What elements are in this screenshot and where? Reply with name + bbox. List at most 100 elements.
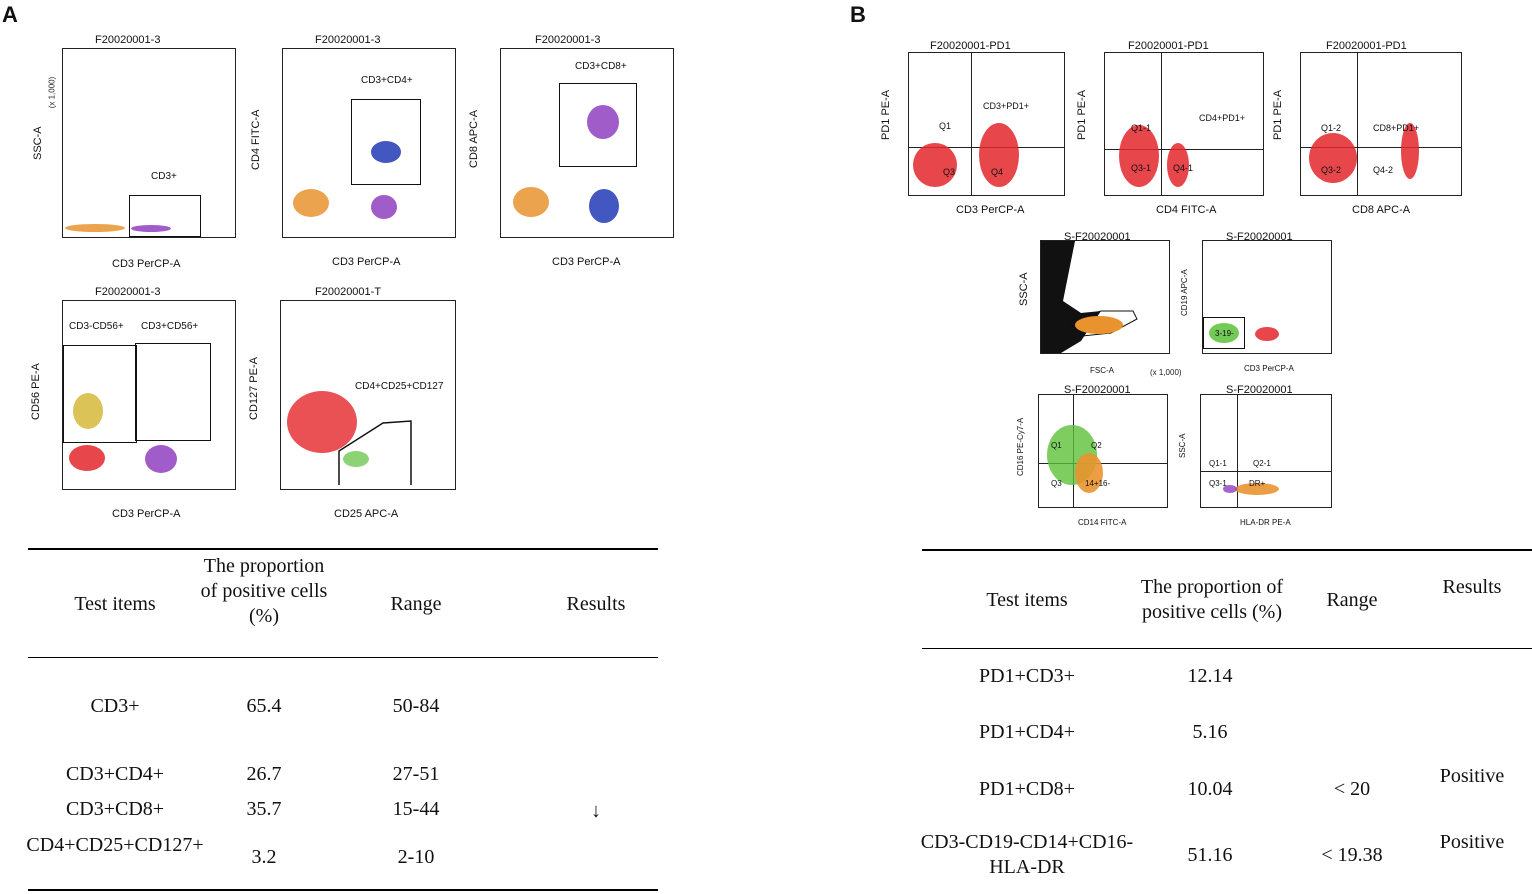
quadrant-label: CD8+PD1+ xyxy=(1373,123,1420,133)
cell-item: CD3+CD4+ xyxy=(65,763,165,785)
y-axis-label: SSC-A xyxy=(1018,272,1030,306)
plot-title: F20020001-PD1 xyxy=(930,40,1011,52)
gate-cd4cd25cd127 xyxy=(338,420,412,485)
plot-frame: Q1 CD3+PD1+ Q3 Q4 xyxy=(908,52,1065,196)
table-rule xyxy=(922,549,1532,551)
scatter-population xyxy=(65,224,125,232)
plot-frame: 3-19- xyxy=(1202,240,1332,354)
plot-title: F20020001-PD1 xyxy=(1326,40,1407,52)
scatter-population xyxy=(69,445,105,471)
quadrant-label: 14+16- xyxy=(1085,479,1111,488)
plot-frame: Q1-2 CD8+PD1+ Q3-2 Q4-2 xyxy=(1300,52,1462,196)
quadrant-label: Q3-1 xyxy=(1209,479,1227,488)
scatter-population xyxy=(73,393,103,429)
x-axis-label: CD3 PerCP-A xyxy=(956,204,1025,216)
plot-frame: CD3+CD8+ xyxy=(500,48,674,238)
cell-result: ↓ xyxy=(591,800,601,822)
quadrant-line xyxy=(1301,147,1461,148)
cell-proportion: 65.4 xyxy=(246,695,282,717)
table-header-range: Range xyxy=(390,593,442,615)
x-axis-label: CD3 PerCP-A xyxy=(1244,364,1294,373)
table-header-results: Results xyxy=(566,593,626,615)
x-axis-label: CD8 APC-A xyxy=(1352,204,1411,216)
gate-polygon xyxy=(1070,310,1138,338)
cell-proportion: 51.16 xyxy=(1187,844,1233,866)
cell-result: Positive xyxy=(1439,765,1505,787)
plot-title: F20020001-3 xyxy=(95,286,161,298)
gate-label: CD4+CD25+CD127 xyxy=(355,381,444,392)
quadrant-label: Q4-1 xyxy=(1173,163,1194,173)
cell-range: < 19.38 xyxy=(1321,844,1383,866)
table-header-proportion: The proportion of positive cells (%) xyxy=(200,555,328,627)
x-axis-label: CD4 FITC-A xyxy=(1156,204,1217,216)
scatter-population xyxy=(1235,483,1279,495)
scatter-population xyxy=(1401,123,1419,179)
y-axis-label: PD1 PE-A xyxy=(1272,89,1284,140)
cell-item: PD1+CD4+ xyxy=(979,721,1075,743)
x-axis-label: CD3 PerCP-A xyxy=(552,256,621,268)
plot-frame xyxy=(1040,240,1170,354)
table-header-test: Test items xyxy=(986,589,1068,611)
y-axis-label: SSC-A xyxy=(32,126,44,160)
y-axis-unit: (x 1,000) xyxy=(47,76,57,109)
quadrant-label: CD4+PD1+ xyxy=(1199,113,1246,123)
cell-item: CD3-CD19-CD14+CD16-HLA-DR xyxy=(920,831,1134,878)
scatter-population xyxy=(1167,143,1189,187)
gate-cd3cd4 xyxy=(351,99,421,185)
cell-range: 2-10 xyxy=(397,846,435,868)
plot-frame: CD3+ xyxy=(62,48,236,238)
quadrant-label: Q3 xyxy=(943,167,956,177)
scatter-population xyxy=(131,225,171,232)
quadrant-label: Q4 xyxy=(991,167,1004,177)
quadrant-label: Q1-1 xyxy=(1131,123,1152,133)
cell-range: 15-44 xyxy=(392,798,440,820)
y-axis-label: CD16 PE-Cy7-A xyxy=(1016,417,1025,476)
scatter-population xyxy=(1075,453,1103,493)
table-header-test: Test items xyxy=(74,593,156,615)
cell-item: CD3+CD8+ xyxy=(65,798,165,820)
x-axis-unit: (x 1,000) xyxy=(1150,368,1182,377)
plot-title: F20020001-3 xyxy=(95,34,161,46)
table-header-proportion: The proportion of positive cells (%) xyxy=(1140,576,1284,623)
plot-frame: CD3-CD56+ CD3+CD56+ xyxy=(62,300,236,490)
plot-title: F20020001-PD1 xyxy=(1128,40,1209,52)
scatter-population xyxy=(343,451,369,467)
quadrant-line xyxy=(1237,395,1238,507)
quadrant-label: Q2-1 xyxy=(1253,459,1271,468)
y-axis-label: PD1 PE-A xyxy=(1076,89,1088,140)
scatter-population xyxy=(1223,485,1237,493)
table-header-results: Results xyxy=(1442,576,1502,598)
scatter-population xyxy=(145,445,177,473)
cell-proportion: 3.2 xyxy=(251,846,277,868)
cell-result: Positive xyxy=(1439,831,1505,853)
gate-label: CD3-CD56+ xyxy=(69,321,124,332)
x-axis-label: CD3 PerCP-A xyxy=(112,508,181,520)
plot-frame: CD3+CD4+ xyxy=(282,48,456,238)
y-axis-label: CD8 APC-A xyxy=(468,109,480,168)
plot-frame: Q1 Q2 Q3 14+16- xyxy=(1038,394,1168,508)
quadrant-label: Q1-1 xyxy=(1209,459,1227,468)
cell-proportion: 10.04 xyxy=(1187,778,1233,800)
y-axis-label: CD56 PE-A xyxy=(30,363,42,420)
panel-a-label: A xyxy=(2,2,18,27)
scatter-population xyxy=(371,195,397,219)
quadrant-label: Q1 xyxy=(1051,441,1062,450)
scatter-population xyxy=(1075,316,1123,334)
scatter-population xyxy=(913,143,957,187)
y-axis-label: PD1 PE-A xyxy=(880,89,892,140)
quadrant-line xyxy=(1039,463,1167,464)
scatter-population xyxy=(371,141,401,163)
table-rule xyxy=(28,889,658,891)
y-axis-label: CD4 FITC-A xyxy=(250,109,262,171)
table-rule xyxy=(28,657,658,658)
plot-frame: CD4+CD25+CD127 xyxy=(280,300,456,490)
plot-title: S-F20020001 xyxy=(1226,384,1293,396)
gate-cd3cd8 xyxy=(559,83,637,167)
quadrant-label: Q3-2 xyxy=(1321,165,1342,175)
cell-item: CD3+ xyxy=(90,695,140,717)
x-axis-label: CD3 PerCP-A xyxy=(112,258,181,270)
quadrant-label: Q3-1 xyxy=(1131,163,1152,173)
quadrant-line xyxy=(1161,53,1162,195)
scatter-population xyxy=(1309,133,1357,183)
scatter-population xyxy=(589,189,619,223)
